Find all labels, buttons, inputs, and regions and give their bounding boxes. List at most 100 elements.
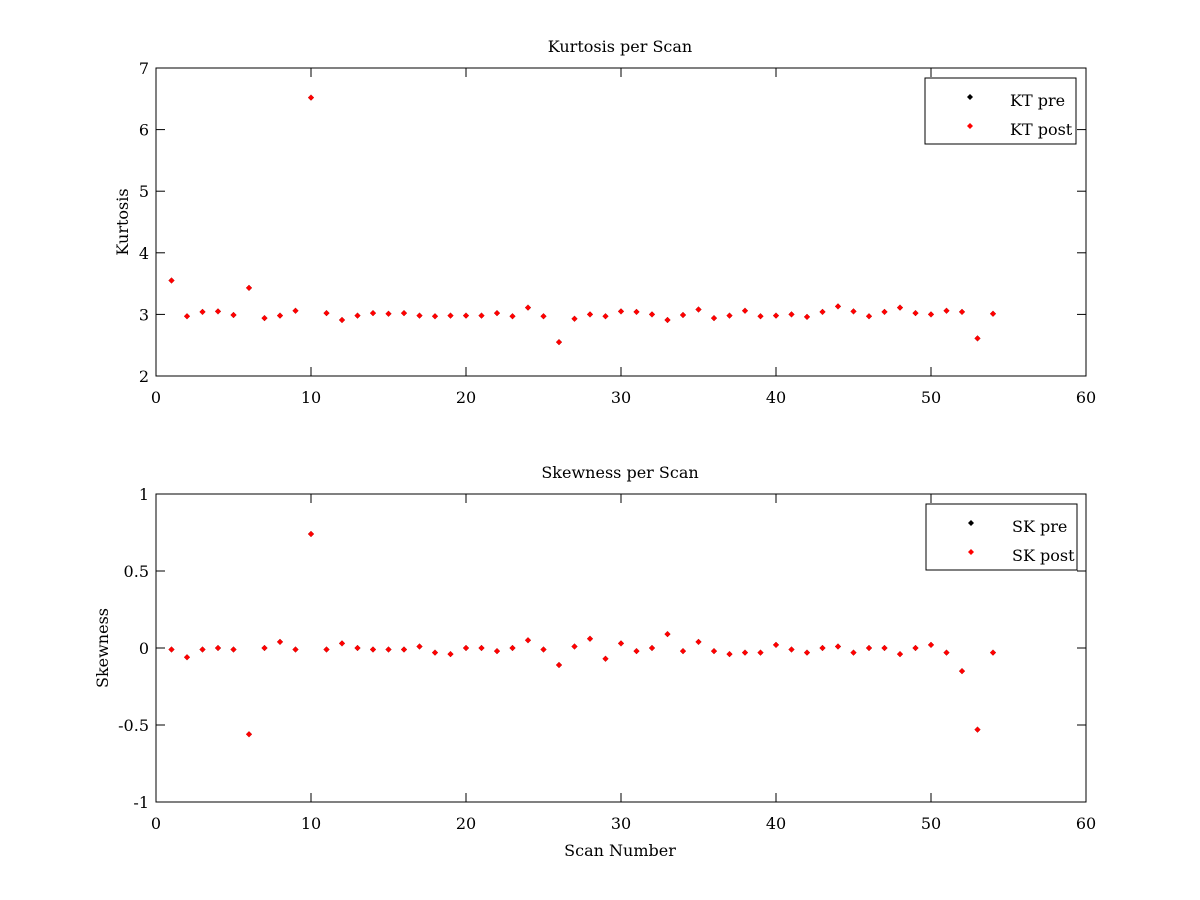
- kurtosis-point-post: [742, 307, 748, 314]
- kurtosis-point-post: [974, 335, 981, 342]
- skewness-title: Skewness per Scan: [541, 463, 698, 482]
- skewness-point-post: [990, 649, 996, 656]
- kurtosis-xtick-label: 0: [151, 388, 161, 407]
- kurtosis-ytick-label: 3: [139, 305, 149, 324]
- skewness-ytick-label: -0.5: [118, 716, 149, 735]
- skewness-point-post: [571, 643, 578, 650]
- kurtosis-point-post: [339, 316, 345, 323]
- kurtosis-point-post: [509, 313, 516, 320]
- skewness-panel: Skewness per Scan 0 10 20 30 40 50 60 -1 -0.5 0 0.…: [93, 463, 1096, 860]
- kurtosis-point-post: [184, 313, 190, 320]
- skewness-point-post: [881, 645, 888, 651]
- skewness-legend-marker-pre: [968, 520, 974, 526]
- kurtosis-point-post: [385, 310, 392, 317]
- kurtosis-point-post: [726, 312, 733, 319]
- skewness-point-post: [401, 646, 407, 653]
- skewness-point-post: [323, 646, 330, 653]
- skewness-point-post: [478, 645, 485, 651]
- kurtosis-point-post: [494, 310, 500, 317]
- skewness-point-post: [463, 645, 469, 651]
- kurtosis-point-post: [401, 310, 407, 317]
- kurtosis-ytick-label: 2: [139, 367, 149, 386]
- kurtosis-point-post: [354, 312, 361, 319]
- skewness-point-post: [385, 646, 392, 653]
- kurtosis-point-post: [478, 312, 485, 319]
- skewness-point-post: [184, 654, 190, 661]
- skewness-point-post: [199, 646, 206, 653]
- kurtosis-xtick-label: 50: [921, 388, 941, 407]
- kurtosis-point-post: [881, 308, 888, 315]
- skewness-point-post: [773, 641, 779, 648]
- skewness-point-post: [509, 645, 516, 651]
- kurtosis-points: [168, 94, 996, 346]
- kurtosis-point-post: [928, 311, 934, 318]
- skewness-xtick-label: 30: [611, 814, 631, 833]
- skewness-point-post: [897, 651, 903, 658]
- kurtosis-xtick-label: 10: [301, 388, 321, 407]
- kurtosis-point-post: [633, 308, 640, 315]
- skewness-legend: SK pre SK post: [925, 503, 1078, 571]
- skewness-point-post: [339, 640, 345, 647]
- kurtosis-point-post: [199, 308, 206, 315]
- skewness-point-post: [804, 649, 810, 656]
- kurtosis-point-post: [711, 315, 717, 322]
- kurtosis-point-post: [850, 308, 857, 315]
- kurtosis-panel: Kurtosis per Scan 0 10 20 30 40 50 60 2 3 4 5 6 7 Ku…: [113, 37, 1096, 407]
- skewness-xtick-label: 60: [1076, 814, 1096, 833]
- skewness-point-post: [757, 649, 764, 656]
- skewness-point-post: [943, 649, 950, 656]
- skewness-point-post: [432, 649, 438, 656]
- skewness-point-post: [447, 651, 454, 658]
- skewness-point-post: [680, 648, 686, 655]
- skewness-point-post: [711, 648, 717, 655]
- kurtosis-legend-label-post: KT post: [1010, 120, 1073, 139]
- kurtosis-point-post: [168, 277, 175, 284]
- skewness-xtick-label: 0: [151, 814, 161, 833]
- kurtosis-ticks: 0 10 20 30 40 50 60 2 3 4 5 6 7: [139, 59, 1096, 407]
- skewness-point-post: [912, 645, 919, 651]
- skewness-point-post: [726, 651, 733, 658]
- skewness-point-post: [633, 648, 640, 655]
- skewness-point-post: [959, 668, 965, 675]
- skewness-xtick-label: 10: [301, 814, 321, 833]
- kurtosis-xtick-label: 60: [1076, 388, 1096, 407]
- kurtosis-legend-marker-pre: [967, 94, 973, 100]
- kurtosis-point-post: [525, 304, 531, 311]
- kurtosis-point-post: [277, 312, 283, 319]
- kurtosis-point-post: [819, 308, 826, 315]
- skewness-point-post: [587, 635, 593, 642]
- skewness-legend-marker-post: [968, 549, 974, 555]
- kurtosis-legend: KT pre KT post: [924, 77, 1077, 145]
- kurtosis-point-post: [835, 303, 841, 310]
- skewness-ticks: 0 10 20 30 40 50 60 -1 -0.5 0 0.5 1: [118, 485, 1096, 833]
- skewness-point-post: [525, 637, 531, 644]
- kurtosis-point-post: [556, 339, 562, 346]
- kurtosis-point-post: [571, 315, 578, 322]
- kurtosis-point-post: [416, 312, 423, 319]
- skewness-point-post: [835, 643, 841, 650]
- skewness-point-post: [168, 646, 175, 653]
- skewness-xtick-label: 20: [456, 814, 476, 833]
- skewness-point-post: [215, 645, 221, 651]
- skewness-point-post: [602, 655, 609, 662]
- skewness-legend-box: [925, 503, 1078, 571]
- kurtosis-ytick-label: 5: [139, 182, 149, 201]
- skewness-point-post: [292, 646, 299, 653]
- kurtosis-xtick-label: 20: [456, 388, 476, 407]
- skewness-point-post: [540, 646, 547, 653]
- skewness-ytick-label: 0: [139, 639, 149, 658]
- skewness-points: [168, 531, 996, 738]
- skewness-xlabel: Scan Number: [564, 841, 676, 860]
- kurtosis-point-post: [370, 310, 376, 317]
- kurtosis-point-post: [680, 312, 686, 319]
- kurtosis-ylabel: Kurtosis: [113, 188, 132, 255]
- skewness-point-post: [354, 645, 361, 651]
- kurtosis-point-post: [912, 310, 919, 317]
- skewness-xtick-label: 40: [766, 814, 786, 833]
- skewness-point-post: [618, 640, 624, 647]
- skewness-point-post: [649, 645, 655, 651]
- kurtosis-point-post: [695, 306, 702, 313]
- skewness-point-post: [246, 731, 252, 738]
- kurtosis-title: Kurtosis per Scan: [548, 37, 692, 56]
